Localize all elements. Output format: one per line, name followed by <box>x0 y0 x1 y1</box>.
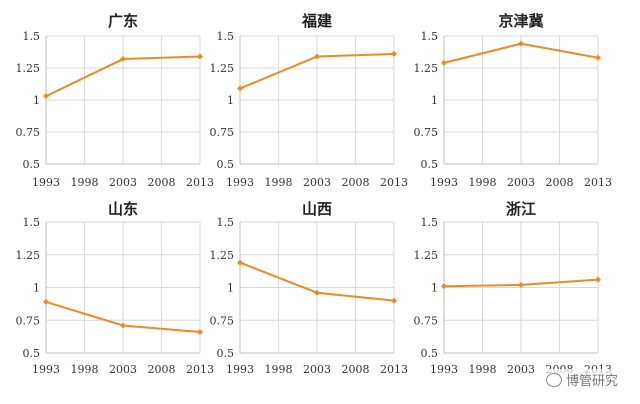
x-tick-label: 2013 <box>380 176 408 189</box>
x-tick-label: 2003 <box>109 363 137 376</box>
data-point <box>120 56 126 63</box>
x-tick-label: 2003 <box>507 363 535 376</box>
wechat-icon <box>545 372 562 387</box>
y-tick-label: 0.75 <box>16 314 41 327</box>
data-point <box>43 93 49 100</box>
chart-panel-3: 京津冀 0.5 0.75 1 1.25 1.5 1993 1998 2003 2008 2013 <box>414 12 613 189</box>
panel-title: 山东 <box>108 200 138 218</box>
y-tick-label: 1 <box>33 282 40 295</box>
x-tick-label: 2013 <box>186 176 214 189</box>
data-point <box>43 298 49 305</box>
data-point <box>120 322 126 329</box>
data-point <box>595 276 601 283</box>
x-tick-label: 1993 <box>32 363 60 376</box>
y-tick-label: 0.5 <box>421 347 439 360</box>
y-tick-label: 1.25 <box>210 62 235 75</box>
data-point <box>237 259 243 266</box>
y-tick-label: 0.5 <box>23 158 41 171</box>
data-point <box>197 329 203 336</box>
x-tick-label: 1998 <box>469 363 497 376</box>
x-tick-label: 2008 <box>342 363 370 376</box>
data-point <box>314 53 320 60</box>
data-point <box>391 50 397 57</box>
y-tick-label: 0.75 <box>210 314 235 327</box>
data-point <box>595 54 601 61</box>
x-tick-label: 1993 <box>32 176 60 189</box>
panel-title: 山西 <box>302 200 332 218</box>
data-point <box>314 289 320 296</box>
x-tick-label: 2003 <box>507 176 535 189</box>
y-tick-label: 0.5 <box>217 158 235 171</box>
chart-panel-1: 广东 0.5 0.75 1 1.25 1.5 1993 1998 2003 2008 2013 <box>16 12 215 189</box>
y-tick-label: 1.5 <box>217 30 235 43</box>
y-tick-label: 1 <box>431 282 438 295</box>
y-tick-label: 1.25 <box>414 62 439 75</box>
data-point <box>441 59 447 66</box>
y-tick-label: 1.25 <box>16 62 41 75</box>
y-tick-label: 1.5 <box>421 30 439 43</box>
x-tick-label: 1998 <box>265 176 293 189</box>
y-tick-label: 1.25 <box>16 249 41 262</box>
data-point <box>391 297 397 304</box>
chart-panel-4: 山东 0.5 0.75 1 1.25 1.5 1993 1998 2003 2008 2013 <box>16 200 215 376</box>
x-tick-label: 2008 <box>546 176 574 189</box>
x-tick-label: 1993 <box>226 363 254 376</box>
panel-title: 浙江 <box>506 200 536 218</box>
x-tick-label: 1998 <box>265 363 293 376</box>
panel-title: 福建 <box>301 12 333 30</box>
x-tick-label: 2003 <box>303 176 331 189</box>
watermark: 博管研究 <box>541 369 622 390</box>
y-tick-label: 1 <box>33 94 40 107</box>
x-tick-label: 2008 <box>148 363 176 376</box>
data-point <box>518 281 524 288</box>
x-tick-label: 2003 <box>303 363 331 376</box>
watermark-text: 博管研究 <box>565 374 618 389</box>
y-tick-label: 1.25 <box>210 249 235 262</box>
y-tick-label: 0.5 <box>217 347 235 360</box>
data-point <box>197 53 203 60</box>
panel-title: 广东 <box>108 12 138 30</box>
y-tick-label: 0.75 <box>16 126 41 139</box>
x-tick-label: 2013 <box>380 363 408 376</box>
x-tick-label: 1993 <box>226 176 254 189</box>
y-tick-label: 0.75 <box>210 126 235 139</box>
y-tick-label: 1.5 <box>23 30 41 43</box>
x-tick-label: 1998 <box>71 363 99 376</box>
data-point <box>518 40 524 47</box>
x-tick-label: 2003 <box>109 176 137 189</box>
x-tick-label: 2008 <box>342 176 370 189</box>
chart-panel-5: 山西 0.5 0.75 1 1.25 1.5 1993 1998 2003 2008 2013 <box>210 200 409 376</box>
data-point <box>441 283 447 290</box>
x-tick-label: 1993 <box>430 363 458 376</box>
x-tick-label: 2008 <box>148 176 176 189</box>
data-point <box>237 85 243 92</box>
chart-panel-2: 福建 0.5 0.75 1 1.25 1.5 1993 1998 2003 2008 2013 <box>210 12 409 189</box>
x-tick-label: 2013 <box>584 176 612 189</box>
y-tick-label: 1 <box>227 94 234 107</box>
x-tick-label: 1998 <box>71 176 99 189</box>
y-tick-label: 1.25 <box>414 249 439 262</box>
y-tick-label: 1.5 <box>217 216 235 229</box>
y-tick-label: 0.75 <box>414 126 439 139</box>
x-tick-label: 2013 <box>186 363 214 376</box>
y-tick-label: 1 <box>431 94 438 107</box>
y-tick-label: 0.5 <box>23 347 41 360</box>
y-tick-label: 0.75 <box>414 314 439 327</box>
y-tick-label: 0.5 <box>421 158 439 171</box>
y-tick-label: 1.5 <box>421 216 439 229</box>
y-tick-label: 1.5 <box>23 216 41 229</box>
y-tick-label: 1 <box>227 282 234 295</box>
x-tick-label: 1993 <box>430 176 458 189</box>
x-tick-label: 1998 <box>469 176 497 189</box>
panel-title: 京津冀 <box>498 12 543 30</box>
